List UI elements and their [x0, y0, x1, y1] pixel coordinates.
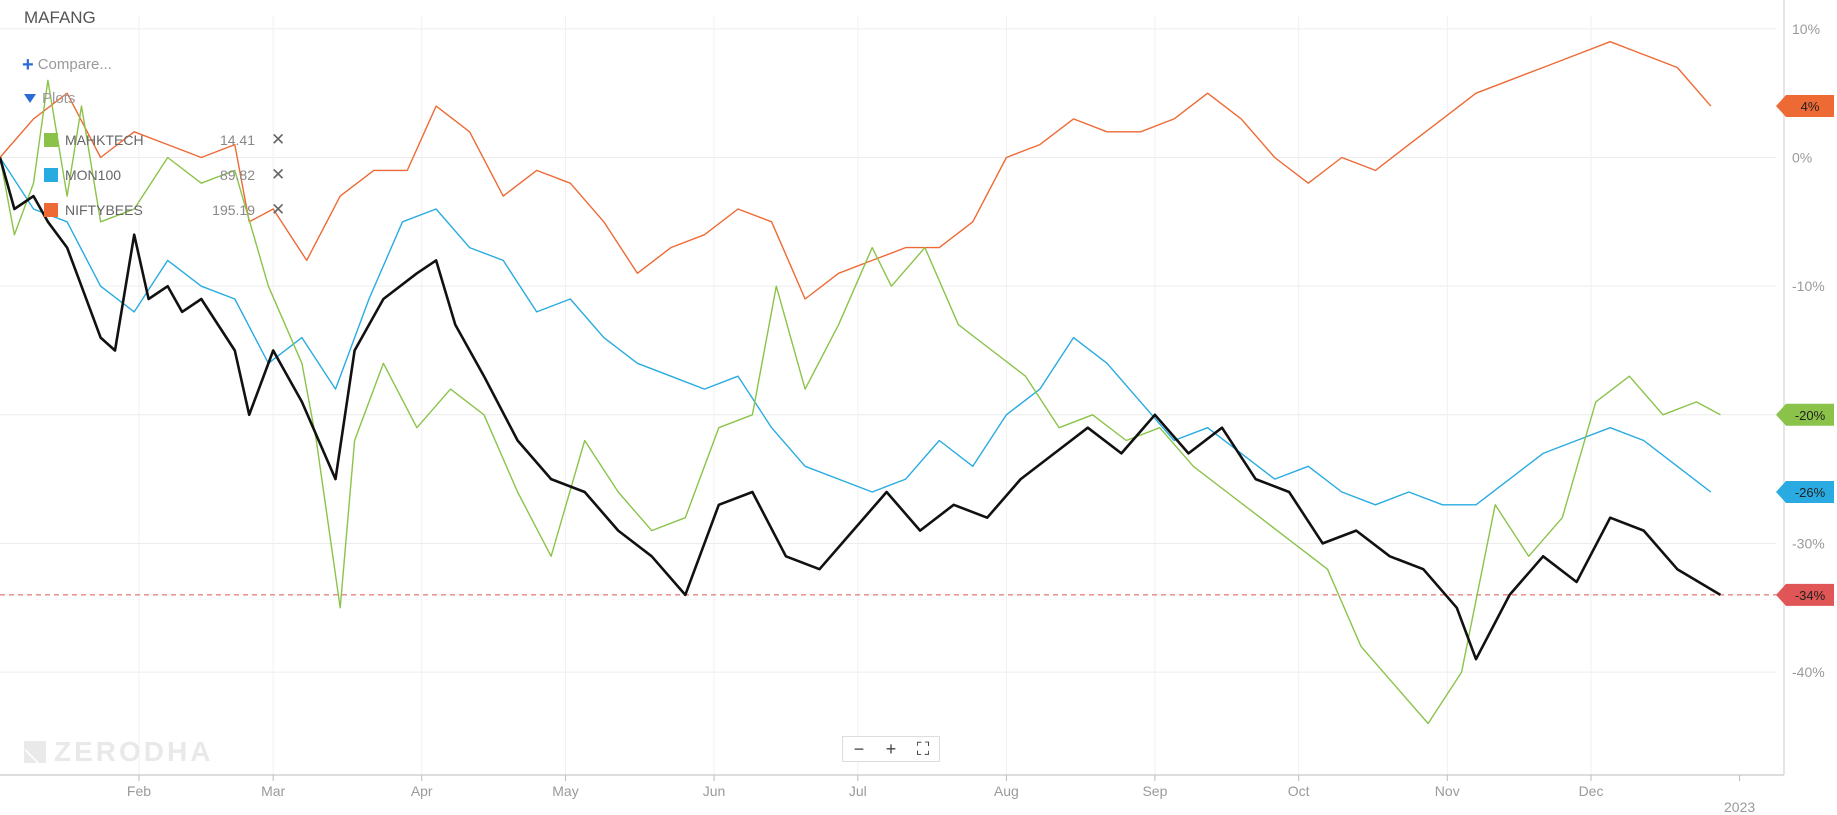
value-badge: -26%	[1776, 480, 1834, 503]
x-tick-label: Dec	[1579, 783, 1604, 799]
compare-label: Compare...	[37, 56, 112, 73]
plots-legend: MAHKTECH 14.41 ✕ MON100 89.82 ✕ NIFTYBEE…	[44, 122, 285, 227]
series-line-niftybees	[0, 41, 1712, 300]
chart-series-layer	[0, 41, 1722, 725]
x-tick-label: Aug	[994, 783, 1019, 799]
legend-value: 89.82	[219, 166, 255, 183]
x-tick-label: Feb	[127, 783, 151, 799]
legend-item-mahktech[interactable]: MAHKTECH 14.41 ✕	[44, 122, 285, 157]
legend-swatch	[44, 132, 58, 147]
zoom-controls: − + ⛶	[842, 736, 940, 762]
y-tick-label: -10%	[1792, 278, 1825, 294]
x-tick-label: May	[552, 783, 578, 799]
plots-toggle[interactable]: Plots	[24, 90, 75, 107]
value-badge: 4%	[1776, 95, 1834, 118]
series-line-mahktech	[0, 79, 1721, 725]
caret-down-icon	[24, 94, 36, 103]
value-badge-label: 4%	[1801, 99, 1820, 114]
x-tick-label: Jul	[849, 783, 867, 799]
zoom-out-button[interactable]: −	[853, 738, 865, 759]
remove-icon[interactable]: ✕	[271, 129, 286, 149]
zerodha-logo-icon	[24, 741, 46, 763]
legend-swatch	[44, 202, 58, 217]
x-tick-label: Sep	[1142, 783, 1167, 799]
y-tick-label: 10%	[1792, 21, 1820, 37]
x-tick-label: Mar	[261, 783, 285, 799]
value-badge-shape	[1776, 403, 1834, 426]
y-tick-label: -30%	[1792, 535, 1825, 551]
value-badge-shape	[1776, 95, 1834, 118]
chart-title: MAFANG	[24, 8, 96, 27]
value-badge-label: -34%	[1795, 588, 1826, 603]
value-badge-label: -26%	[1795, 485, 1826, 500]
x-tick-label: Apr	[411, 783, 433, 799]
legend-swatch	[44, 167, 58, 182]
zerodha-watermark: ZERODHA	[24, 736, 213, 768]
y-tick-label: 0%	[1792, 150, 1812, 166]
x-tick-label: Jun	[703, 783, 726, 799]
value-badge-shape	[1776, 480, 1834, 503]
plots-label: Plots	[42, 90, 76, 107]
fullscreen-icon[interactable]: ⛶	[916, 738, 930, 759]
remove-icon[interactable]: ✕	[271, 199, 286, 219]
legend-symbol: NIFTYBEES	[65, 201, 143, 218]
legend-item-mon100[interactable]: MON100 89.82 ✕	[44, 157, 285, 192]
series-line-mon100	[0, 157, 1712, 506]
remove-icon[interactable]: ✕	[271, 164, 286, 184]
legend-item-niftybees[interactable]: NIFTYBEES 195.19 ✕	[44, 192, 285, 227]
compare-button[interactable]: + Compare...	[22, 53, 112, 76]
watermark-text: ZERODHA	[54, 736, 214, 767]
y-tick-label: -40%	[1792, 664, 1825, 680]
chart-gridlines	[0, 16, 1784, 775]
series-line-mafang	[0, 157, 1722, 661]
legend-value: 195.19	[212, 201, 255, 218]
legend-value: 14.41	[219, 131, 255, 148]
x-tick-label: Oct	[1288, 783, 1310, 799]
add-icon: +	[22, 53, 34, 76]
value-badge-shape	[1776, 583, 1834, 606]
value-badge-label: -20%	[1795, 408, 1826, 423]
chart-value-badges: 4% -20% -26% -34%	[1776, 95, 1834, 606]
zoom-in-button[interactable]: +	[885, 738, 897, 759]
x-tick-label: Nov	[1435, 783, 1460, 799]
x-tick-label: 2023	[1724, 799, 1755, 815]
value-badge: -34%	[1776, 583, 1834, 606]
value-badge: -20%	[1776, 403, 1834, 426]
legend-symbol: MAHKTECH	[65, 131, 144, 148]
legend-symbol: MON100	[65, 166, 122, 183]
